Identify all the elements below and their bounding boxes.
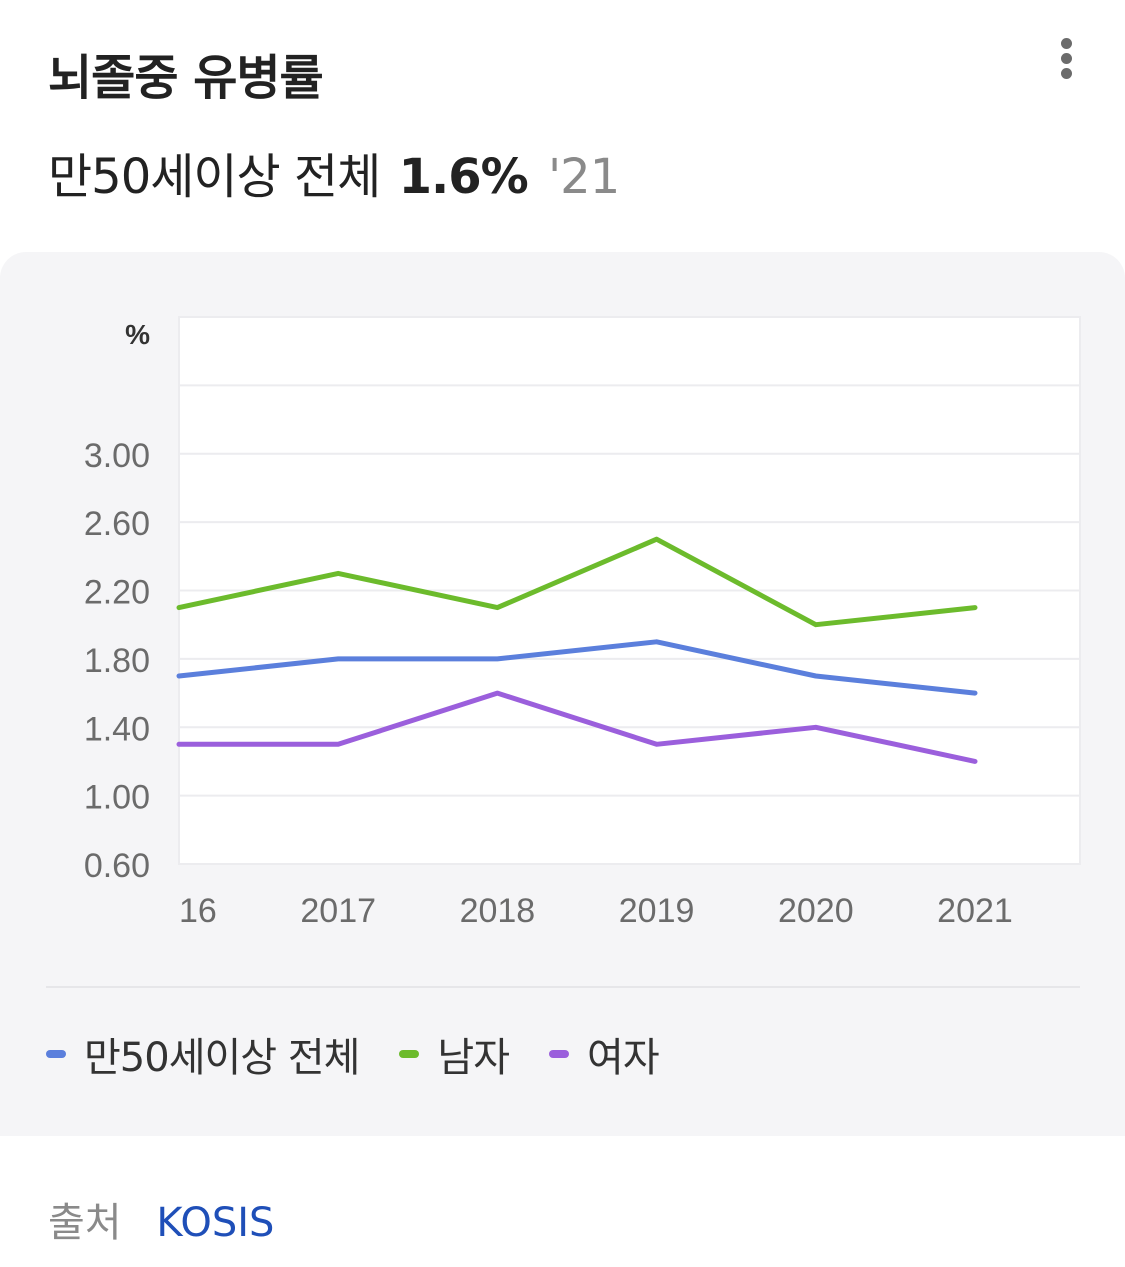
chart-legend: 만50세이상 전체 남자 여자 <box>46 1026 699 1082</box>
x-tick-label: 16 <box>179 892 217 930</box>
x-tick-label: 2017 <box>300 892 376 930</box>
x-tick-label: 2018 <box>460 892 536 930</box>
y-tick-label: 2.60 <box>84 505 150 543</box>
series-line-2 <box>176 690 978 764</box>
line-chart: 0.60 1.00 1.40 1.80 2.20 2.60 3.00% 16 2017 2018 2… <box>84 316 1081 930</box>
legend-label: 만50세이상 전체 <box>84 1035 360 1081</box>
source-label: 출처 <box>48 1200 122 1246</box>
legend-label: 남자 <box>437 1035 510 1081</box>
x-tick-label: 2020 <box>778 892 854 930</box>
y-tick-label: 3.00 <box>84 437 150 475</box>
more-vertical-icon-dot <box>1061 53 1072 64</box>
summary-label: 만50세이상 전체 <box>48 149 381 205</box>
source-link-kosis[interactable]: KOSIS <box>156 1200 275 1246</box>
summary-value: 1.6% <box>398 149 529 205</box>
summary-line: 만50세이상 전체 1.6% '21 <box>48 137 620 207</box>
more-vertical-icon-dot <box>1061 68 1072 79</box>
legend-item-1[interactable]: 남자 <box>399 1025 510 1083</box>
chart-title: 뇌졸중 유병률 <box>48 50 324 106</box>
legend-item-0[interactable]: 만50세이상 전체 <box>46 1025 360 1083</box>
more-vertical-icon <box>1061 38 1072 49</box>
y-tick-label: 0.60 <box>84 847 150 885</box>
y-tick-label: 1.80 <box>84 642 150 680</box>
legend-label: 여자 <box>587 1035 660 1081</box>
series-line-1 <box>176 536 978 628</box>
more-options-button[interactable] <box>1046 34 1088 84</box>
y-tick-label: 1.00 <box>84 779 150 817</box>
x-tick-label: 2019 <box>619 892 695 930</box>
legend-swatch <box>46 1050 66 1058</box>
summary-year: '21 <box>547 149 620 205</box>
series-line-0 <box>176 639 978 696</box>
legend-swatch <box>399 1050 420 1058</box>
y-tick-label: 2.20 <box>84 574 150 612</box>
legend-item-2[interactable]: 여자 <box>549 1025 660 1083</box>
legend-divider <box>46 986 1080 988</box>
x-tick-label: 2021 <box>937 892 1013 930</box>
y-tick-label: 1.40 <box>84 710 150 748</box>
y-unit-label: % <box>125 319 150 350</box>
legend-swatch <box>549 1050 570 1058</box>
source-line: 출처 KOSIS <box>48 1190 274 1248</box>
